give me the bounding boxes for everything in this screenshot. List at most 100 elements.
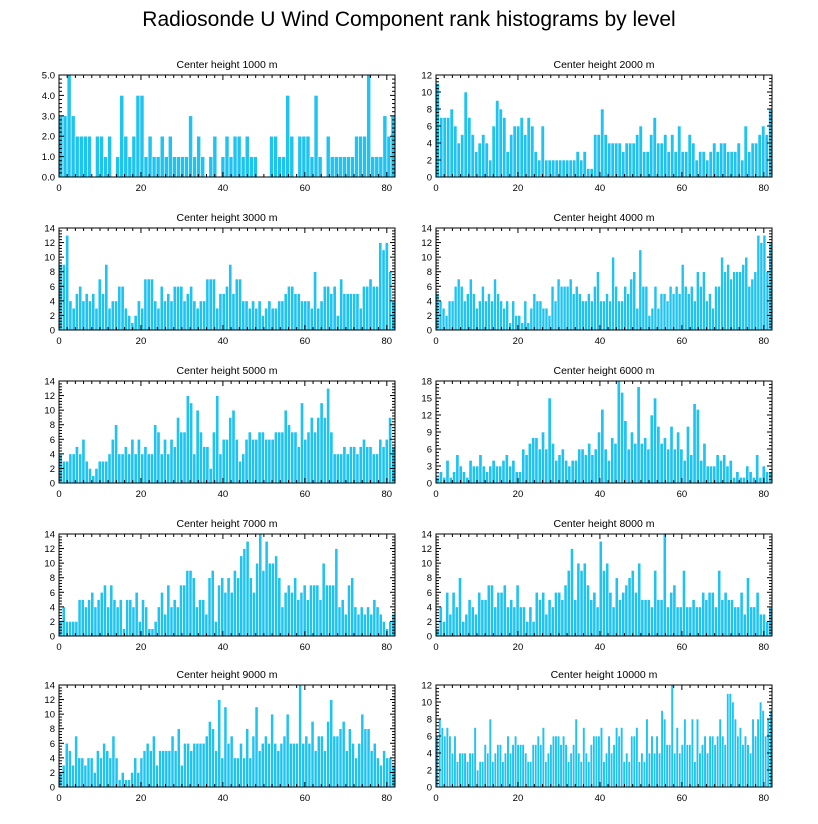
bar — [707, 591, 712, 637]
bar — [326, 387, 331, 484]
bar — [620, 392, 625, 484]
bar — [722, 142, 727, 178]
bar — [192, 300, 197, 331]
x-tick-label: 80 — [382, 642, 393, 653]
bar — [119, 95, 125, 178]
bar — [696, 271, 700, 331]
bar — [485, 471, 490, 484]
bar — [185, 570, 190, 637]
bar — [470, 134, 475, 178]
bar — [612, 744, 616, 788]
bar — [117, 285, 122, 331]
bar — [478, 454, 483, 484]
bar — [519, 744, 523, 788]
bar — [739, 591, 744, 637]
bar — [179, 285, 184, 331]
bar — [65, 460, 70, 484]
y-tick-label: 0 — [427, 479, 432, 490]
bar — [627, 761, 631, 788]
bar — [732, 271, 736, 331]
bar — [685, 606, 690, 637]
bar — [579, 159, 584, 178]
bar — [590, 300, 594, 331]
bar — [71, 453, 76, 484]
bar — [301, 135, 307, 178]
bar — [754, 735, 758, 788]
bar — [659, 293, 664, 331]
bar — [68, 621, 72, 637]
bar — [471, 752, 475, 788]
x-tick-label: 20 — [513, 183, 524, 194]
bar — [77, 757, 82, 788]
bar — [95, 135, 100, 178]
bar — [627, 577, 632, 637]
bar — [150, 278, 154, 331]
bar — [169, 438, 174, 484]
bar — [699, 285, 703, 331]
bar — [499, 300, 503, 331]
bar — [372, 742, 377, 788]
bar — [572, 744, 576, 788]
bar — [689, 285, 694, 331]
bar — [498, 108, 503, 178]
bar — [603, 134, 608, 178]
bar — [172, 599, 177, 637]
bar — [319, 402, 324, 484]
bar — [603, 448, 608, 484]
bar — [674, 285, 679, 331]
x-tick-label: 80 — [759, 336, 770, 347]
bar — [204, 735, 209, 788]
bar — [347, 584, 351, 637]
bar — [136, 772, 141, 788]
bar — [287, 424, 291, 484]
bar — [456, 278, 461, 331]
bar — [252, 591, 256, 637]
bar — [621, 151, 626, 178]
bar — [342, 293, 347, 331]
bar — [746, 744, 750, 788]
bar — [127, 315, 132, 331]
bar — [554, 735, 558, 788]
bar — [345, 453, 350, 484]
bar — [761, 710, 765, 788]
bar — [495, 100, 500, 178]
bar — [480, 599, 485, 637]
panel-5: Center height 5000 m 0 20 40 60 80 0 2 4 6 8 10 12 14 — [44, 365, 396, 500]
bar — [316, 417, 321, 484]
bar — [182, 431, 187, 484]
bar — [161, 750, 166, 788]
y-tick-label: 4.0 — [42, 91, 55, 102]
bar — [726, 693, 730, 788]
x-tick-label: 0 — [56, 336, 61, 347]
bar — [159, 135, 165, 178]
bar — [576, 562, 581, 637]
bar — [110, 300, 115, 331]
bar — [371, 285, 376, 331]
bar — [701, 151, 706, 178]
bar — [128, 599, 133, 637]
bar — [241, 453, 246, 484]
bar — [189, 402, 194, 484]
bar — [589, 599, 594, 637]
bar — [647, 752, 652, 788]
bar — [741, 264, 746, 331]
bar — [120, 772, 125, 788]
bar — [337, 606, 342, 637]
bar — [703, 735, 707, 788]
bar — [573, 599, 578, 637]
bar — [212, 135, 218, 178]
bar — [509, 134, 514, 178]
x-tick-label: 0 — [433, 183, 438, 194]
bar — [562, 735, 566, 788]
bar — [554, 591, 558, 637]
bar — [571, 293, 576, 331]
bar — [290, 285, 295, 331]
x-tick-label: 40 — [595, 489, 606, 500]
bar — [637, 562, 642, 637]
bar — [152, 735, 156, 788]
panel-title: Center height 9000 m — [177, 669, 278, 681]
x-tick-label: 20 — [513, 793, 524, 804]
bar — [125, 599, 130, 637]
bar — [620, 727, 624, 788]
bar — [533, 151, 538, 178]
